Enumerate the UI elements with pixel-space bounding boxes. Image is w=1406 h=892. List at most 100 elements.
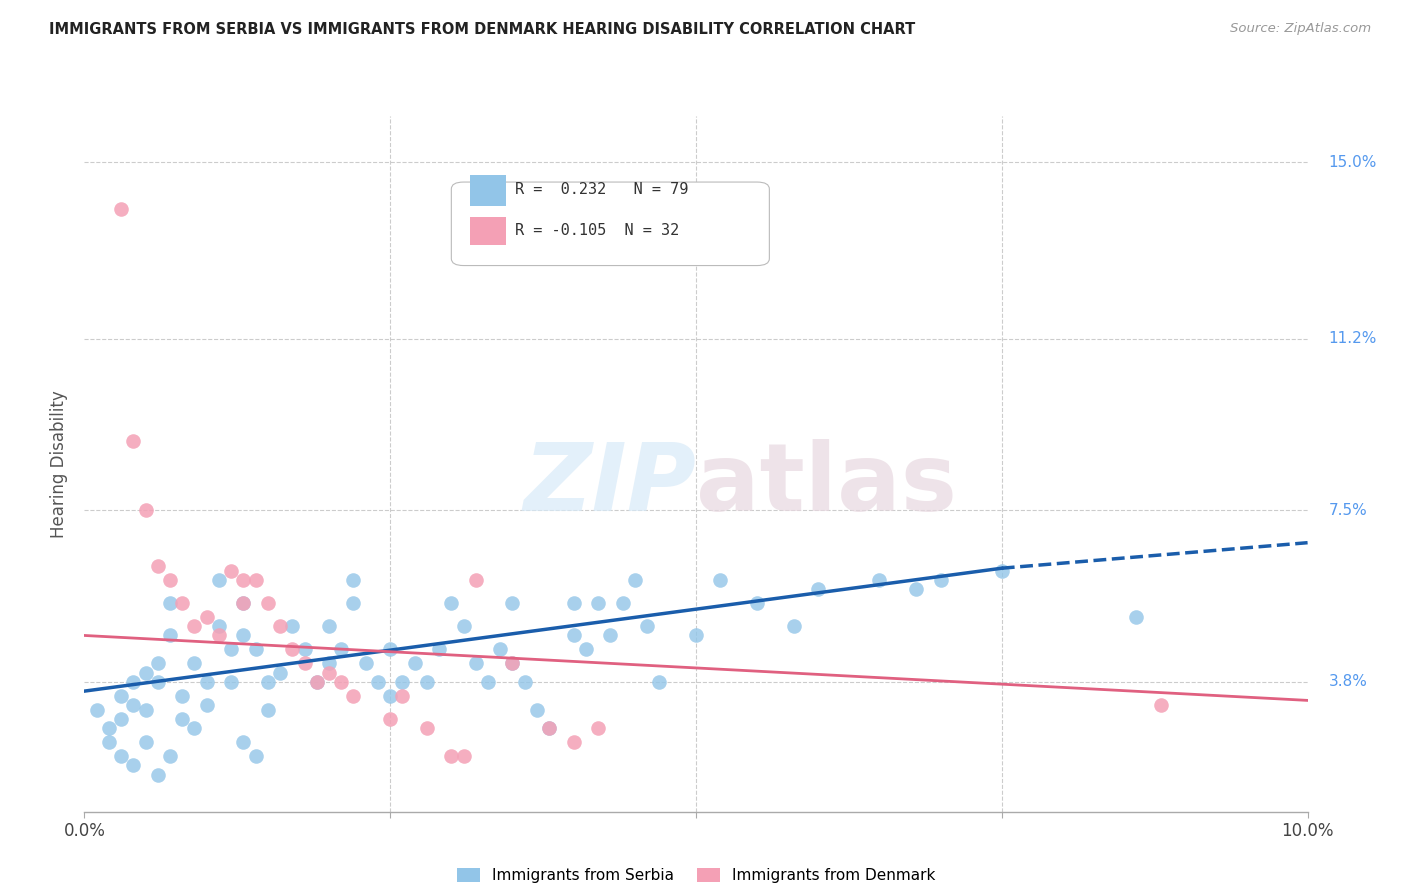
Point [232, 735, 254, 749]
Point [135, 703, 157, 717]
Point [427, 642, 450, 657]
Text: 15.0%: 15.0% [1329, 155, 1376, 169]
FancyBboxPatch shape [451, 182, 769, 266]
Point [159, 628, 181, 642]
Point [562, 735, 585, 749]
Point [380, 642, 402, 657]
Point [86, 703, 108, 717]
Text: ZIP: ZIP [523, 439, 696, 531]
Point [1125, 610, 1147, 624]
Point [526, 703, 548, 717]
Point [513, 674, 536, 689]
Point [245, 642, 267, 657]
Point [305, 674, 328, 689]
Point [404, 657, 426, 671]
Point [562, 628, 585, 642]
Point [489, 642, 512, 657]
Point [183, 619, 205, 633]
Point [135, 665, 157, 680]
Text: Source: ZipAtlas.com: Source: ZipAtlas.com [1230, 22, 1371, 36]
Point [110, 712, 132, 726]
Point [342, 596, 364, 610]
Point [440, 749, 463, 764]
Point [195, 610, 218, 624]
Point [783, 619, 806, 633]
Point [991, 564, 1014, 578]
Point [122, 434, 145, 448]
Point [208, 619, 231, 633]
Point [586, 721, 609, 735]
Point [502, 596, 524, 610]
Point [685, 628, 707, 642]
Point [122, 698, 145, 712]
Point [636, 619, 658, 633]
Point [416, 721, 439, 735]
Point [367, 674, 389, 689]
Point [453, 619, 475, 633]
Text: atlas: atlas [696, 439, 957, 531]
Point [110, 689, 132, 703]
Point [232, 628, 254, 642]
Point [257, 703, 280, 717]
Point [269, 619, 291, 633]
Point [453, 749, 475, 764]
Point [281, 642, 304, 657]
Point [159, 749, 181, 764]
Point [380, 689, 402, 703]
Point [135, 735, 157, 749]
Point [183, 657, 205, 671]
Point [502, 657, 524, 671]
Point [146, 657, 169, 671]
Point [245, 573, 267, 587]
Point [318, 619, 340, 633]
Point [477, 674, 499, 689]
Point [330, 674, 353, 689]
Point [562, 596, 585, 610]
Point [110, 202, 132, 216]
Point [208, 573, 231, 587]
Point [354, 657, 377, 671]
FancyBboxPatch shape [470, 175, 506, 206]
Point [391, 674, 413, 689]
Point [245, 749, 267, 764]
Point [219, 564, 242, 578]
Text: R =  0.232   N = 79: R = 0.232 N = 79 [515, 181, 689, 196]
Point [172, 596, 194, 610]
Point [342, 573, 364, 587]
Point [208, 628, 231, 642]
Point [416, 674, 439, 689]
Point [110, 749, 132, 764]
Point [869, 573, 891, 587]
Point [575, 642, 598, 657]
Point [232, 596, 254, 610]
Point [599, 628, 621, 642]
Legend: Immigrants from Serbia, Immigrants from Denmark: Immigrants from Serbia, Immigrants from … [457, 868, 935, 883]
Text: IMMIGRANTS FROM SERBIA VS IMMIGRANTS FROM DENMARK HEARING DISABILITY CORRELATION: IMMIGRANTS FROM SERBIA VS IMMIGRANTS FRO… [49, 22, 915, 37]
Point [232, 596, 254, 610]
Point [380, 712, 402, 726]
Text: 7.5%: 7.5% [1329, 503, 1368, 517]
Text: 3.8%: 3.8% [1329, 674, 1368, 690]
Point [146, 674, 169, 689]
Text: 11.2%: 11.2% [1329, 331, 1376, 346]
Point [342, 689, 364, 703]
Point [294, 657, 316, 671]
Point [257, 596, 280, 610]
Point [440, 596, 463, 610]
Point [318, 657, 340, 671]
Point [146, 558, 169, 573]
Point [122, 758, 145, 772]
Point [122, 674, 145, 689]
Point [219, 674, 242, 689]
Point [464, 657, 486, 671]
Point [219, 642, 242, 657]
Point [318, 665, 340, 680]
Point [586, 596, 609, 610]
Point [195, 698, 218, 712]
Text: R = -0.105  N = 32: R = -0.105 N = 32 [515, 223, 679, 238]
Point [330, 642, 353, 657]
Point [183, 721, 205, 735]
Point [294, 642, 316, 657]
Point [232, 573, 254, 587]
Point [97, 721, 120, 735]
